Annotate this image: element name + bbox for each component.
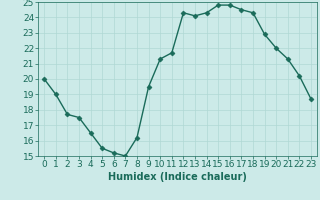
X-axis label: Humidex (Indice chaleur): Humidex (Indice chaleur) [108, 172, 247, 182]
